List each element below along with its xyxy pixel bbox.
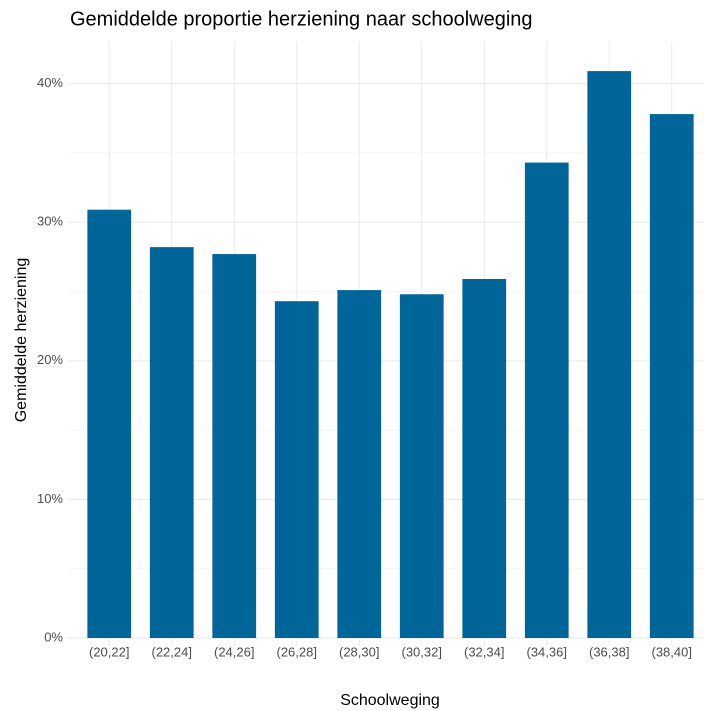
bar — [587, 71, 632, 638]
bar — [524, 162, 569, 638]
x-tick-label: (38,40] — [652, 644, 692, 659]
bar — [649, 114, 694, 639]
y-axis-label: Gemiddelde herziening — [13, 258, 30, 423]
x-tick-label: (26,28] — [277, 644, 317, 659]
bar — [337, 290, 382, 638]
x-tick-label: (24,26] — [214, 644, 254, 659]
bar — [462, 279, 507, 638]
x-tick-label: (36,38] — [589, 644, 629, 659]
y-tick-label: 0% — [44, 629, 63, 644]
x-tick-label: (34,36] — [527, 644, 567, 659]
bar — [149, 247, 194, 638]
y-tick-label: 30% — [37, 214, 63, 229]
x-tick-label: (30,32] — [402, 644, 442, 659]
x-tick-label: (22,24] — [152, 644, 192, 659]
x-tick-label: (32,34] — [464, 644, 504, 659]
x-axis-label: Schoolweging — [340, 692, 440, 709]
y-tick-label: 20% — [37, 352, 63, 367]
bar — [87, 209, 132, 639]
bar — [274, 301, 319, 638]
y-tick-label: 40% — [37, 75, 63, 90]
bar — [399, 294, 444, 638]
x-tick-label: (20,22] — [89, 644, 129, 659]
bar — [212, 254, 257, 638]
y-tick-label: 10% — [37, 491, 63, 506]
chart-title: Gemiddelde proportie herziening naar sch… — [70, 8, 533, 30]
x-tick-label: (28,30] — [339, 644, 379, 659]
